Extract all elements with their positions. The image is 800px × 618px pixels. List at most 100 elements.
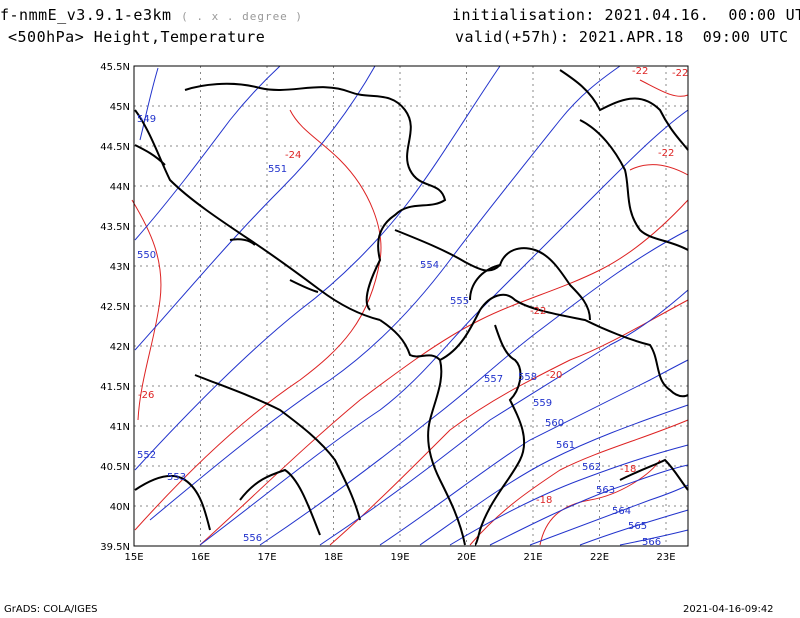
temp-contour — [539, 459, 661, 546]
border-line — [229, 238, 256, 246]
lat-tick-label: 45.5N — [100, 62, 130, 73]
height-contour-label: 566 — [642, 537, 661, 548]
height-contour — [199, 109, 689, 546]
temp-contour — [639, 79, 689, 97]
lat-tick-label: 42.5N — [100, 302, 130, 313]
height-contour — [419, 404, 689, 546]
lat-tick-label: 40N — [110, 502, 130, 513]
lat-tick-label: 39.5N — [100, 542, 130, 553]
temperature-contour-label: -26 — [138, 390, 154, 401]
height-contour — [259, 229, 689, 546]
temperature-contour-labels: -22 -22 -24 -22 -22 -20 -26 -18 -18 — [138, 66, 688, 506]
height-contour-label: 560 — [545, 418, 564, 429]
height-contour-label: 564 — [612, 506, 631, 517]
temp-contour — [131, 199, 162, 421]
model-title: f-nmmE_v3.9.1-e3km ( . x . degree ) — [0, 6, 304, 24]
footer-timestamp: 2021-04-16-09:42 — [683, 604, 774, 615]
height-contour-label: 550 — [137, 250, 156, 261]
temperature-contour-label: -22 — [672, 68, 688, 79]
border-line — [439, 293, 689, 398]
border-line — [134, 474, 211, 531]
temp-contour — [629, 164, 689, 176]
height-contour — [489, 464, 689, 546]
border-line — [579, 119, 689, 251]
lat-tick-label: 40.5N — [100, 462, 130, 473]
temperature-contour-label: -22 — [632, 66, 648, 77]
border-line — [134, 109, 381, 321]
footer-credit: GrADS: COLA/IGES — [4, 604, 98, 615]
lat-tick-labels: 39.5N 40N 40.5N 41N 41.5N 42N 42.5N 43N 43.5N 44N… — [100, 62, 130, 553]
grid-lines — [134, 66, 688, 546]
height-contour — [379, 359, 689, 546]
lat-tick-label: 41.5N — [100, 382, 130, 393]
border-line — [239, 468, 321, 536]
border-line — [394, 229, 501, 272]
lat-tick-label: 43.5N — [100, 222, 130, 233]
height-contour-label: 562 — [582, 462, 601, 473]
lat-tick-label: 42N — [110, 342, 130, 353]
lon-tick-label: 17E — [257, 552, 276, 563]
height-contour-label: 557 — [484, 374, 503, 385]
height-contour-label: 551 — [268, 164, 287, 175]
lon-tick-label: 20E — [457, 552, 476, 563]
temperature-contour-label: -20 — [546, 370, 562, 381]
height-contour-label: 553 — [167, 472, 186, 483]
temperature-contours — [131, 79, 689, 546]
border-line — [289, 279, 319, 293]
temperature-contour-label: -18 — [536, 495, 552, 506]
height-contour-label: 549 — [137, 114, 156, 125]
height-contour-label: 555 — [450, 296, 469, 307]
lon-tick-label: 16E — [191, 552, 210, 563]
height-contour-label: 554 — [420, 260, 439, 271]
lat-tick-label: 43N — [110, 262, 130, 273]
valid-time: valid(+57h): 2021.APR.18 09:00 UTC — [455, 28, 789, 46]
temp-contour — [469, 419, 689, 546]
height-contours — [134, 65, 689, 546]
temp-contour — [329, 299, 689, 546]
height-contour-label: 552 — [137, 450, 156, 461]
height-contour — [139, 67, 159, 141]
height-contour-label: 563 — [596, 485, 615, 496]
border-line — [194, 374, 361, 521]
temperature-contour-label: -18 — [620, 464, 636, 475]
height-contour — [134, 65, 501, 471]
lon-tick-label: 15E — [124, 552, 143, 563]
height-contour — [149, 65, 621, 521]
temp-contour — [134, 109, 382, 531]
height-contour-label: 565 — [628, 521, 647, 532]
height-contour — [579, 509, 689, 546]
height-contour — [449, 444, 689, 546]
init-time: initialisation: 2021.04.16. 00:00 UTC — [452, 6, 800, 24]
lon-tick-label: 19E — [390, 552, 409, 563]
border-line — [619, 458, 689, 491]
border-line — [379, 319, 466, 546]
lat-tick-label: 41N — [110, 422, 130, 433]
height-contour-label: 561 — [556, 440, 575, 451]
temperature-contour-label: -24 — [285, 150, 301, 161]
lat-tick-label: 44.5N — [100, 142, 130, 153]
lon-tick-labels: 15E 16E 17E 18E 19E 20E 21E 22E 23E — [124, 552, 675, 563]
height-contour-labels: 549 551 550 554 555 557 558 559 560 561 562 563 564 5… — [137, 114, 661, 548]
border-line — [474, 324, 526, 546]
lat-tick-label: 44N — [110, 182, 130, 193]
height-contour — [619, 529, 689, 546]
height-contour-label: 556 — [243, 533, 262, 544]
border-line — [469, 247, 591, 321]
border-line — [134, 144, 166, 166]
temperature-contour-label: -22 — [658, 148, 674, 159]
height-contour — [529, 484, 689, 546]
temperature-contour-label: -22 — [530, 306, 546, 317]
border-line — [184, 82, 447, 311]
country-borders — [134, 69, 689, 546]
border-line — [559, 69, 689, 151]
height-contour — [319, 289, 689, 546]
temp-contour — [199, 199, 689, 546]
lon-tick-label: 22E — [590, 552, 609, 563]
lon-tick-label: 18E — [324, 552, 343, 563]
lat-tick-label: 45N — [110, 102, 130, 113]
level-title: <500hPa> Height,Temperature — [8, 28, 266, 46]
height-contour — [134, 65, 376, 351]
height-contour — [134, 65, 281, 241]
height-contour-label: 559 — [533, 398, 552, 409]
